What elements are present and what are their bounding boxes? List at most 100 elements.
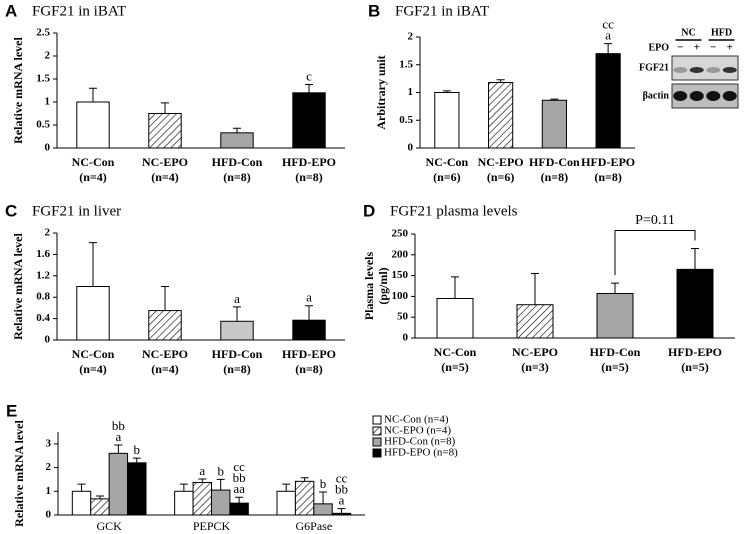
x-tick-label: HFD-EPO: [282, 155, 336, 169]
error-bar: [89, 242, 97, 287]
bar: [192, 482, 213, 516]
error-bar: [179, 483, 188, 492]
legend-swatch: [372, 426, 382, 436]
blot-band-label: FGF21: [639, 62, 669, 73]
x-tick-label: NC-EPO: [142, 155, 188, 169]
blot-band: [706, 91, 721, 101]
x-tick-label: NC-EPO: [478, 155, 524, 169]
bar: [148, 310, 182, 341]
bracket: [614, 230, 696, 276]
error-bar: [132, 457, 141, 463]
y-tick-label: 1: [46, 485, 52, 497]
legend-label: NC-Con (n=4): [384, 414, 449, 426]
panel-title: FGF21 in iBAT: [32, 3, 126, 19]
x-tick-label: NC-Con: [72, 155, 115, 169]
y-axis-label: Arbitrary unit: [374, 55, 388, 129]
bar: [331, 512, 352, 516]
y-tick-label: 2: [408, 31, 414, 43]
x-tick-label: HFD-Con: [529, 155, 580, 169]
significance-label: a: [115, 429, 121, 444]
error-bar: [198, 478, 207, 483]
bar: [292, 319, 326, 341]
y-tick-label: 1.5: [36, 73, 50, 85]
bar: [516, 304, 554, 339]
sample-size: (n=3): [521, 360, 549, 374]
blot-sign: +: [694, 42, 700, 54]
error-bar: [282, 483, 291, 492]
legend-swatch: [372, 448, 382, 458]
sample-size: (n=6): [487, 170, 515, 184]
panel-label: B: [368, 1, 380, 20]
sample-size: (n=8): [295, 170, 323, 184]
significance-label: bb: [112, 418, 125, 433]
sample-size: (n=4): [79, 170, 107, 184]
significance-label: bb: [335, 482, 348, 497]
error-bar: [95, 495, 104, 499]
bar: [71, 490, 92, 516]
x-tick-label: NC-EPO: [512, 345, 558, 359]
panel-label: E: [6, 401, 17, 420]
bar: [488, 82, 514, 149]
error-bar: [114, 444, 123, 454]
significance-label: a: [199, 463, 205, 478]
legend-label: NC-EPO (n=4): [384, 425, 451, 437]
bar: [108, 452, 129, 516]
blot-sign: −: [677, 42, 683, 54]
sample-size: (n=5): [601, 360, 629, 374]
y-tick-label: 2.5: [36, 27, 50, 39]
y-tick-label: 0.8: [36, 291, 50, 303]
y-tick-label: 1.2: [36, 269, 50, 281]
y-tick-label: 200: [392, 248, 409, 260]
blot-band: [673, 67, 688, 73]
x-tick-label: NC-EPO: [142, 347, 188, 361]
significance-label: b: [217, 463, 224, 478]
error-bar: [442, 90, 451, 93]
x-tick-label: NC-Con: [434, 345, 477, 359]
x-tick-label: G6Pase: [295, 519, 332, 533]
panel-title: FGF21 in iBAT: [395, 3, 489, 19]
error-bar: [89, 87, 97, 102]
significance-label: a: [339, 493, 345, 508]
blot-band: [689, 67, 704, 73]
y-tick-label: 1.5: [399, 58, 413, 70]
bar: [596, 292, 634, 339]
x-tick-label: GCK: [96, 519, 122, 533]
sample-size: (n=5): [441, 360, 469, 374]
y-tick-label: 2: [46, 461, 52, 473]
bar: [292, 92, 326, 149]
error-bar: [161, 286, 169, 311]
legend-label: HFD-EPO (n=8): [384, 447, 458, 459]
blot-band: [673, 91, 688, 101]
y-tick-label: 100: [392, 290, 409, 302]
sample-size: (n=4): [79, 362, 107, 376]
blot-band: [722, 91, 737, 101]
significance-label: aa: [233, 481, 245, 496]
error-bar: [550, 98, 559, 101]
y-tick-label: 2: [45, 227, 51, 239]
y-tick-label: 0.5: [36, 119, 50, 131]
x-tick-label: NC-Con: [426, 155, 469, 169]
significance-label: c: [306, 69, 312, 84]
blot-band-label: βactin: [643, 90, 670, 101]
y-tick-label: 0: [45, 142, 51, 154]
panel-label: D: [363, 201, 375, 220]
y-tick-label: 3: [46, 437, 52, 449]
legend-swatch: [372, 415, 382, 425]
bar: [595, 53, 621, 149]
error-bar: [451, 276, 459, 299]
y-tick-label: 50: [397, 311, 409, 323]
panel-label: C: [5, 201, 17, 220]
error-bar: [305, 84, 313, 93]
sample-size: (n=5): [681, 360, 709, 374]
blot-sign: +: [727, 42, 733, 54]
x-tick-label: NC-Con: [72, 347, 115, 361]
y-axis-label: (pg/ml): [376, 267, 390, 304]
significance-label: b: [320, 476, 327, 491]
panel-title: FGF21 in liver: [32, 203, 121, 219]
bar: [76, 286, 110, 341]
blot-group-label: NC: [681, 27, 695, 38]
y-axis-label: Relative mRNA level: [11, 37, 25, 144]
sample-size: (n=4): [151, 362, 179, 376]
bar: [76, 101, 110, 149]
